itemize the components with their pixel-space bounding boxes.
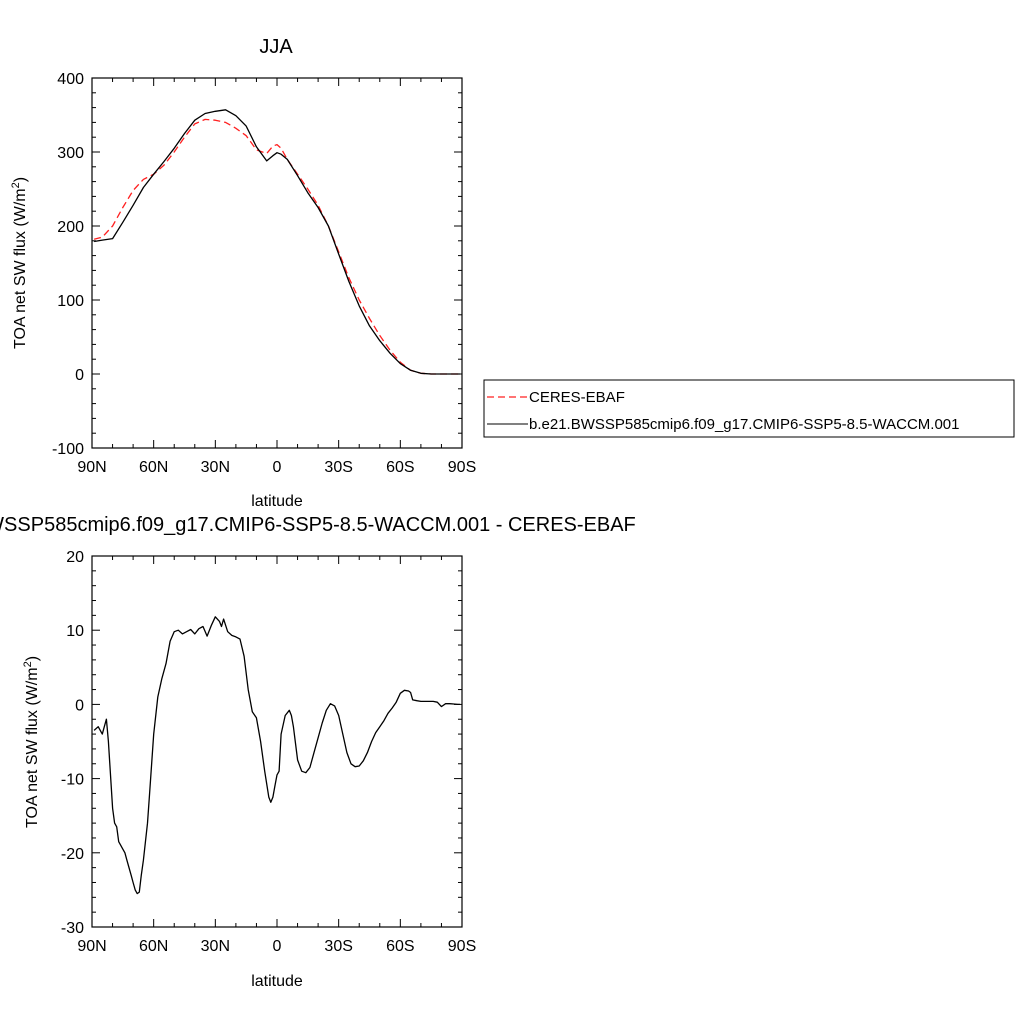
- top-x-tick-label: 30N: [201, 459, 230, 476]
- top-series-layer: [93, 109, 460, 375]
- legend-entry-ceres: CERES-EBAF: [529, 389, 625, 406]
- top-x-tick-label: 30S: [324, 459, 352, 476]
- bottom-y-tick-label: 10: [66, 623, 84, 640]
- bottom-y-tick-label: -10: [61, 772, 84, 789]
- bottom-panel: b.e21.BWSSP585cmip6.f09_g17.CMIP6-SSP5-8…: [0, 514, 636, 990]
- bottom-y-axis-label: TOA net SW flux (W/m2): [22, 656, 41, 828]
- bottom-y-tick-label: 20: [66, 549, 84, 566]
- bottom-x-tick-labels: 90N 60N 30N 0 30S 60S 90S: [77, 938, 476, 955]
- legend-box: [483, 379, 1015, 438]
- top-x-tick-labels: 90N 60N 30N 0 30S 60S 90S: [77, 459, 476, 476]
- bottom-chart-title: b.e21.BWSSP585cmip6.f09_g17.CMIP6-SSP5-8…: [0, 514, 636, 536]
- bottom-x-tick-label: 30N: [201, 938, 230, 955]
- bottom-x-tick-label: 60N: [139, 938, 168, 955]
- top-series-line-0: [93, 118, 460, 375]
- top-y-tick-label: 100: [57, 293, 84, 310]
- top-x-tick-label: 90S: [448, 459, 476, 476]
- top-chart-title: JJA: [259, 36, 293, 58]
- top-y-axis-label-sup: 2: [10, 182, 22, 188]
- legend-entry-model: b.e21.BWSSP585cmip6.f09_g17.CMIP6-SSP5-8…: [529, 416, 959, 433]
- top-y-axis-label: TOA net SW flux (W/m2): [10, 177, 29, 349]
- top-y-tick-label: 300: [57, 145, 84, 162]
- top-y-tick-label: -100: [52, 441, 84, 458]
- top-y-tick-label: 400: [57, 71, 84, 88]
- bottom-y-tick-labels: -30 -20 -10 0 10 20: [61, 549, 84, 937]
- top-x-tick-label: 60N: [139, 459, 168, 476]
- top-panel: JJA 90N 60N 30N 0 30S 60S 90S -100 0 100 200 300 40…: [10, 36, 476, 510]
- bottom-y-axis-label-main: TOA net SW flux (W/m: [24, 667, 41, 828]
- bottom-y-tick-label: 0: [75, 697, 84, 714]
- top-x-axis-label: latitude: [251, 493, 303, 510]
- bottom-series-layer: [93, 616, 460, 895]
- bottom-x-tick-label: 30S: [324, 938, 352, 955]
- bottom-y-axis-label-tail: ): [24, 656, 41, 661]
- bottom-plot-frame: [91, 555, 463, 928]
- bottom-axis-ticks: [91, 555, 463, 928]
- top-x-tick-label: 90N: [77, 459, 106, 476]
- bottom-x-tick-label: 90N: [77, 938, 106, 955]
- bottom-x-tick-label: 90S: [448, 938, 476, 955]
- bottom-y-tick-label: -30: [61, 920, 84, 937]
- bottom-x-axis-label: latitude: [251, 973, 303, 990]
- top-x-tick-label: 60S: [386, 459, 414, 476]
- bottom-x-tick-label: 0: [273, 938, 282, 955]
- top-y-tick-label: 0: [75, 367, 84, 384]
- top-y-tick-labels: -100 0 100 200 300 400: [52, 71, 84, 458]
- top-y-axis-label-tail: ): [12, 177, 29, 182]
- top-axis-ticks: [91, 77, 463, 449]
- top-y-axis-label-main: TOA net SW flux (W/m: [12, 188, 29, 349]
- top-series-line-1: [93, 109, 460, 375]
- top-x-tick-label: 0: [273, 459, 282, 476]
- bottom-x-tick-label: 60S: [386, 938, 414, 955]
- top-plot-frame: [91, 77, 463, 449]
- legend: CERES-EBAF b.e21.BWSSP585cmip6.f09_g17.C…: [483, 379, 1015, 438]
- top-y-tick-label: 200: [57, 219, 84, 236]
- bottom-series-line-0: [93, 616, 460, 895]
- bottom-y-tick-label: -20: [61, 846, 84, 863]
- bottom-y-axis-label-sup: 2: [22, 661, 34, 667]
